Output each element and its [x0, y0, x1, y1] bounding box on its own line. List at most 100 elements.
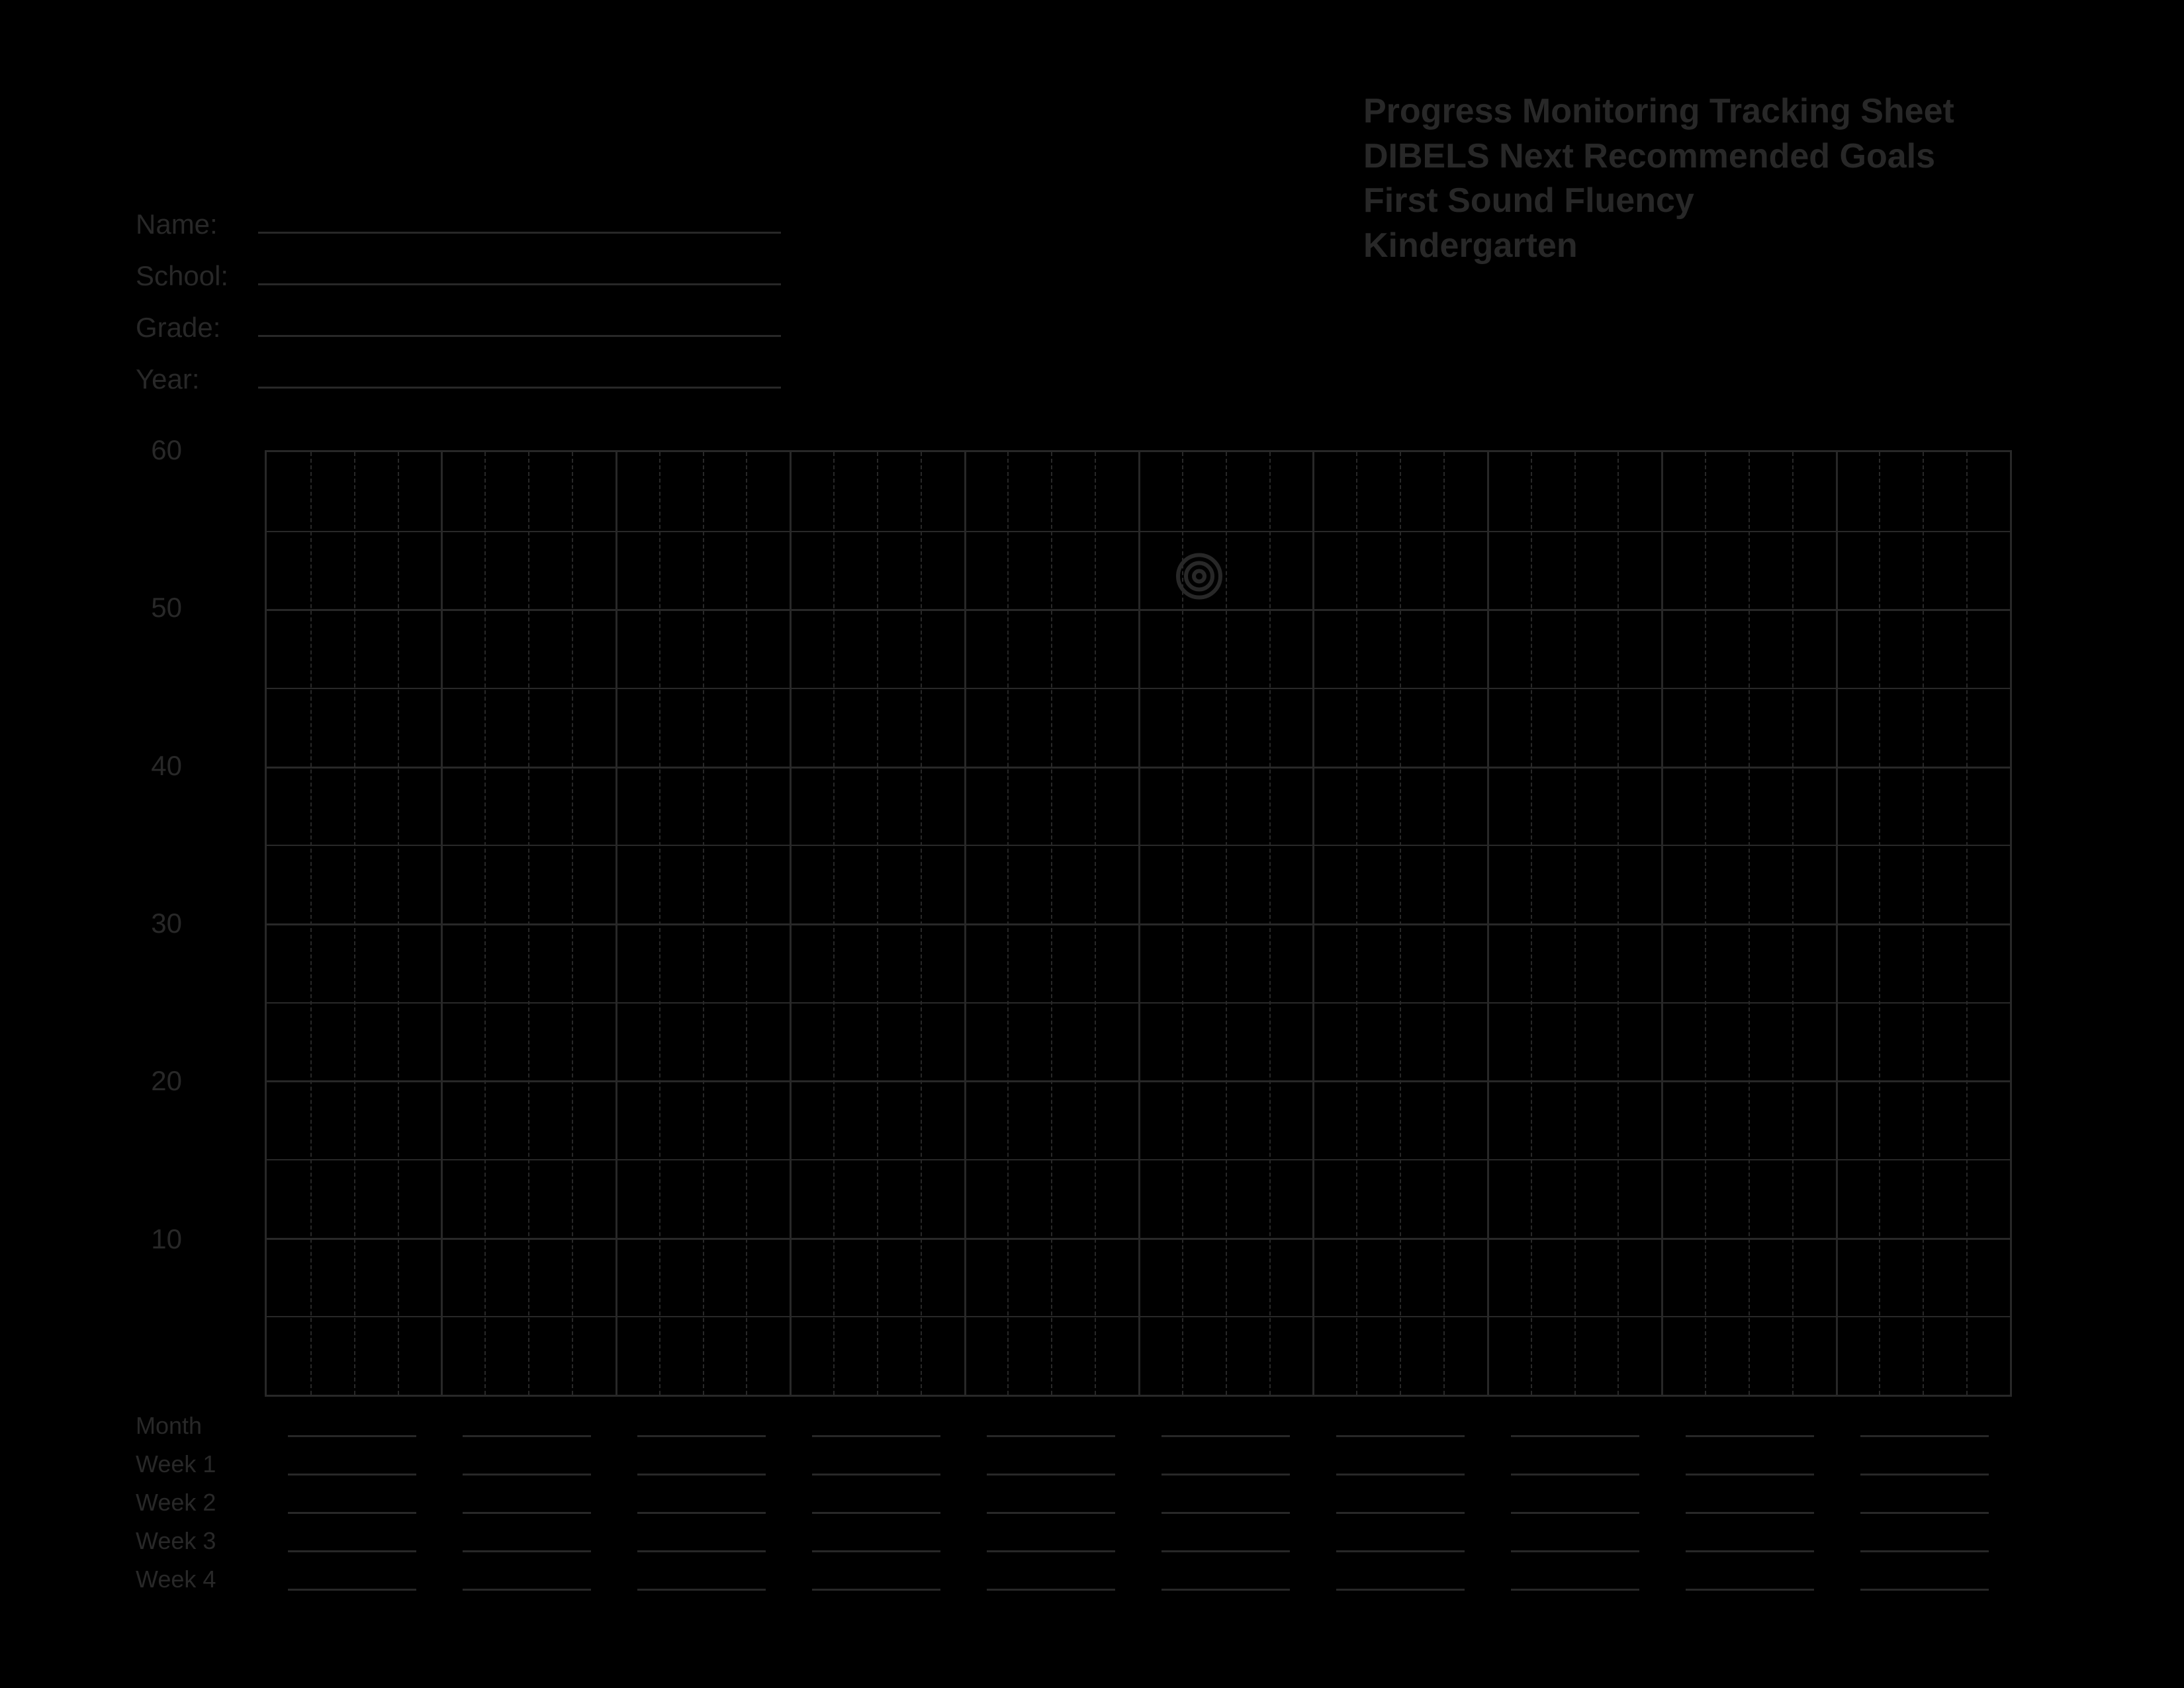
- week2-blank[interactable]: [1686, 1483, 1814, 1522]
- v-gridline-week: [528, 452, 529, 1395]
- v-gridline-week: [1095, 452, 1096, 1395]
- month-column: [789, 1407, 964, 1599]
- week1-blank[interactable]: [987, 1445, 1115, 1483]
- v-gridline-week: [833, 452, 835, 1395]
- week2-blank[interactable]: [637, 1483, 766, 1522]
- week4-blank[interactable]: [463, 1560, 591, 1599]
- header-line-3: First Sound Fluency: [1363, 179, 2025, 224]
- v-gridline-week: [398, 452, 399, 1395]
- v-gridline-week: [1879, 452, 1880, 1395]
- week2-blank[interactable]: [1511, 1483, 1639, 1522]
- v-gridline-month: [1138, 452, 1140, 1395]
- week1-blank[interactable]: [1686, 1445, 1814, 1483]
- v-gridline-week: [746, 452, 747, 1395]
- y-label-60: 60: [116, 434, 182, 466]
- month-column: [964, 1407, 1138, 1599]
- month-blank[interactable]: [1686, 1407, 1814, 1445]
- v-gridline-month: [441, 452, 443, 1395]
- week4-blank[interactable]: [1860, 1560, 1989, 1599]
- week3-blank[interactable]: [1860, 1522, 1989, 1560]
- row-label-month: Month: [136, 1407, 216, 1445]
- v-gridline-week: [877, 452, 878, 1395]
- name-blank-line[interactable]: [258, 231, 781, 234]
- month-column: [1488, 1407, 1662, 1599]
- week4-blank[interactable]: [1336, 1560, 1465, 1599]
- v-gridline-week: [1226, 452, 1227, 1395]
- week4-blank[interactable]: [288, 1560, 416, 1599]
- week4-blank[interactable]: [987, 1560, 1115, 1599]
- v-gridline-week: [1051, 452, 1052, 1395]
- v-gridline-week: [1617, 452, 1619, 1395]
- week3-blank[interactable]: [288, 1522, 416, 1560]
- month-blank[interactable]: [637, 1407, 766, 1445]
- month-blank[interactable]: [987, 1407, 1115, 1445]
- month-column: [1662, 1407, 1837, 1599]
- month-blank[interactable]: [1860, 1407, 1989, 1445]
- school-label: School:: [136, 260, 258, 292]
- week4-blank[interactable]: [1686, 1560, 1814, 1599]
- v-gridline-week: [1749, 452, 1750, 1395]
- month-entry-columns: [265, 1407, 2012, 1599]
- year-blank-line[interactable]: [258, 386, 781, 389]
- header-line-1: Progress Monitoring Tracking Sheet: [1363, 89, 2025, 134]
- tracking-chart: [265, 450, 2012, 1397]
- week3-blank[interactable]: [1161, 1522, 1290, 1560]
- v-gridline-week: [354, 452, 355, 1395]
- month-column: [1138, 1407, 1313, 1599]
- v-gridline-month: [964, 452, 966, 1395]
- week3-blank[interactable]: [987, 1522, 1115, 1560]
- row-labels-block: Month Week 1 Week 2 Week 3 Week 4: [136, 1407, 216, 1599]
- form-row-year: Year:: [136, 363, 781, 400]
- y-label-50: 50: [116, 592, 182, 624]
- v-gridline-week: [484, 452, 486, 1395]
- week2-blank[interactable]: [987, 1483, 1115, 1522]
- month-blank[interactable]: [463, 1407, 591, 1445]
- week3-blank[interactable]: [1336, 1522, 1465, 1560]
- school-blank-line[interactable]: [258, 283, 781, 285]
- week3-blank[interactable]: [1511, 1522, 1639, 1560]
- week2-blank[interactable]: [812, 1483, 940, 1522]
- v-gridline-month: [1661, 452, 1663, 1395]
- week1-blank[interactable]: [288, 1445, 416, 1483]
- week2-blank[interactable]: [1336, 1483, 1465, 1522]
- week4-blank[interactable]: [1511, 1560, 1639, 1599]
- name-label: Name:: [136, 209, 258, 240]
- form-row-school: School:: [136, 260, 781, 297]
- week1-blank[interactable]: [637, 1445, 766, 1483]
- week2-blank[interactable]: [288, 1483, 416, 1522]
- grade-label: Grade:: [136, 312, 258, 344]
- month-column: [1313, 1407, 1488, 1599]
- week3-blank[interactable]: [812, 1522, 940, 1560]
- month-column: [1837, 1407, 2012, 1599]
- v-gridline-week: [1531, 452, 1532, 1395]
- week4-blank[interactable]: [812, 1560, 940, 1599]
- month-blank[interactable]: [1511, 1407, 1639, 1445]
- week3-blank[interactable]: [637, 1522, 766, 1560]
- month-column: [265, 1407, 439, 1599]
- month-blank[interactable]: [1336, 1407, 1465, 1445]
- week2-blank[interactable]: [1860, 1483, 1989, 1522]
- week1-blank[interactable]: [1511, 1445, 1639, 1483]
- week4-blank[interactable]: [637, 1560, 766, 1599]
- y-label-30: 30: [116, 908, 182, 939]
- week2-blank[interactable]: [463, 1483, 591, 1522]
- month-blank[interactable]: [1161, 1407, 1290, 1445]
- form-fields: Name: School: Grade: Year:: [136, 209, 781, 415]
- week1-blank[interactable]: [812, 1445, 940, 1483]
- v-gridline-week: [1182, 452, 1183, 1395]
- v-gridline-week: [921, 452, 922, 1395]
- month-blank[interactable]: [812, 1407, 940, 1445]
- week3-blank[interactable]: [1686, 1522, 1814, 1560]
- year-label: Year:: [136, 363, 258, 395]
- week1-blank[interactable]: [1860, 1445, 1989, 1483]
- week4-blank[interactable]: [1161, 1560, 1290, 1599]
- month-blank[interactable]: [288, 1407, 416, 1445]
- v-gridline-month: [790, 452, 792, 1395]
- grade-blank-line[interactable]: [258, 334, 781, 337]
- v-gridline-week: [1269, 452, 1271, 1395]
- week1-blank[interactable]: [463, 1445, 591, 1483]
- week1-blank[interactable]: [1161, 1445, 1290, 1483]
- week2-blank[interactable]: [1161, 1483, 1290, 1522]
- week3-blank[interactable]: [463, 1522, 591, 1560]
- week1-blank[interactable]: [1336, 1445, 1465, 1483]
